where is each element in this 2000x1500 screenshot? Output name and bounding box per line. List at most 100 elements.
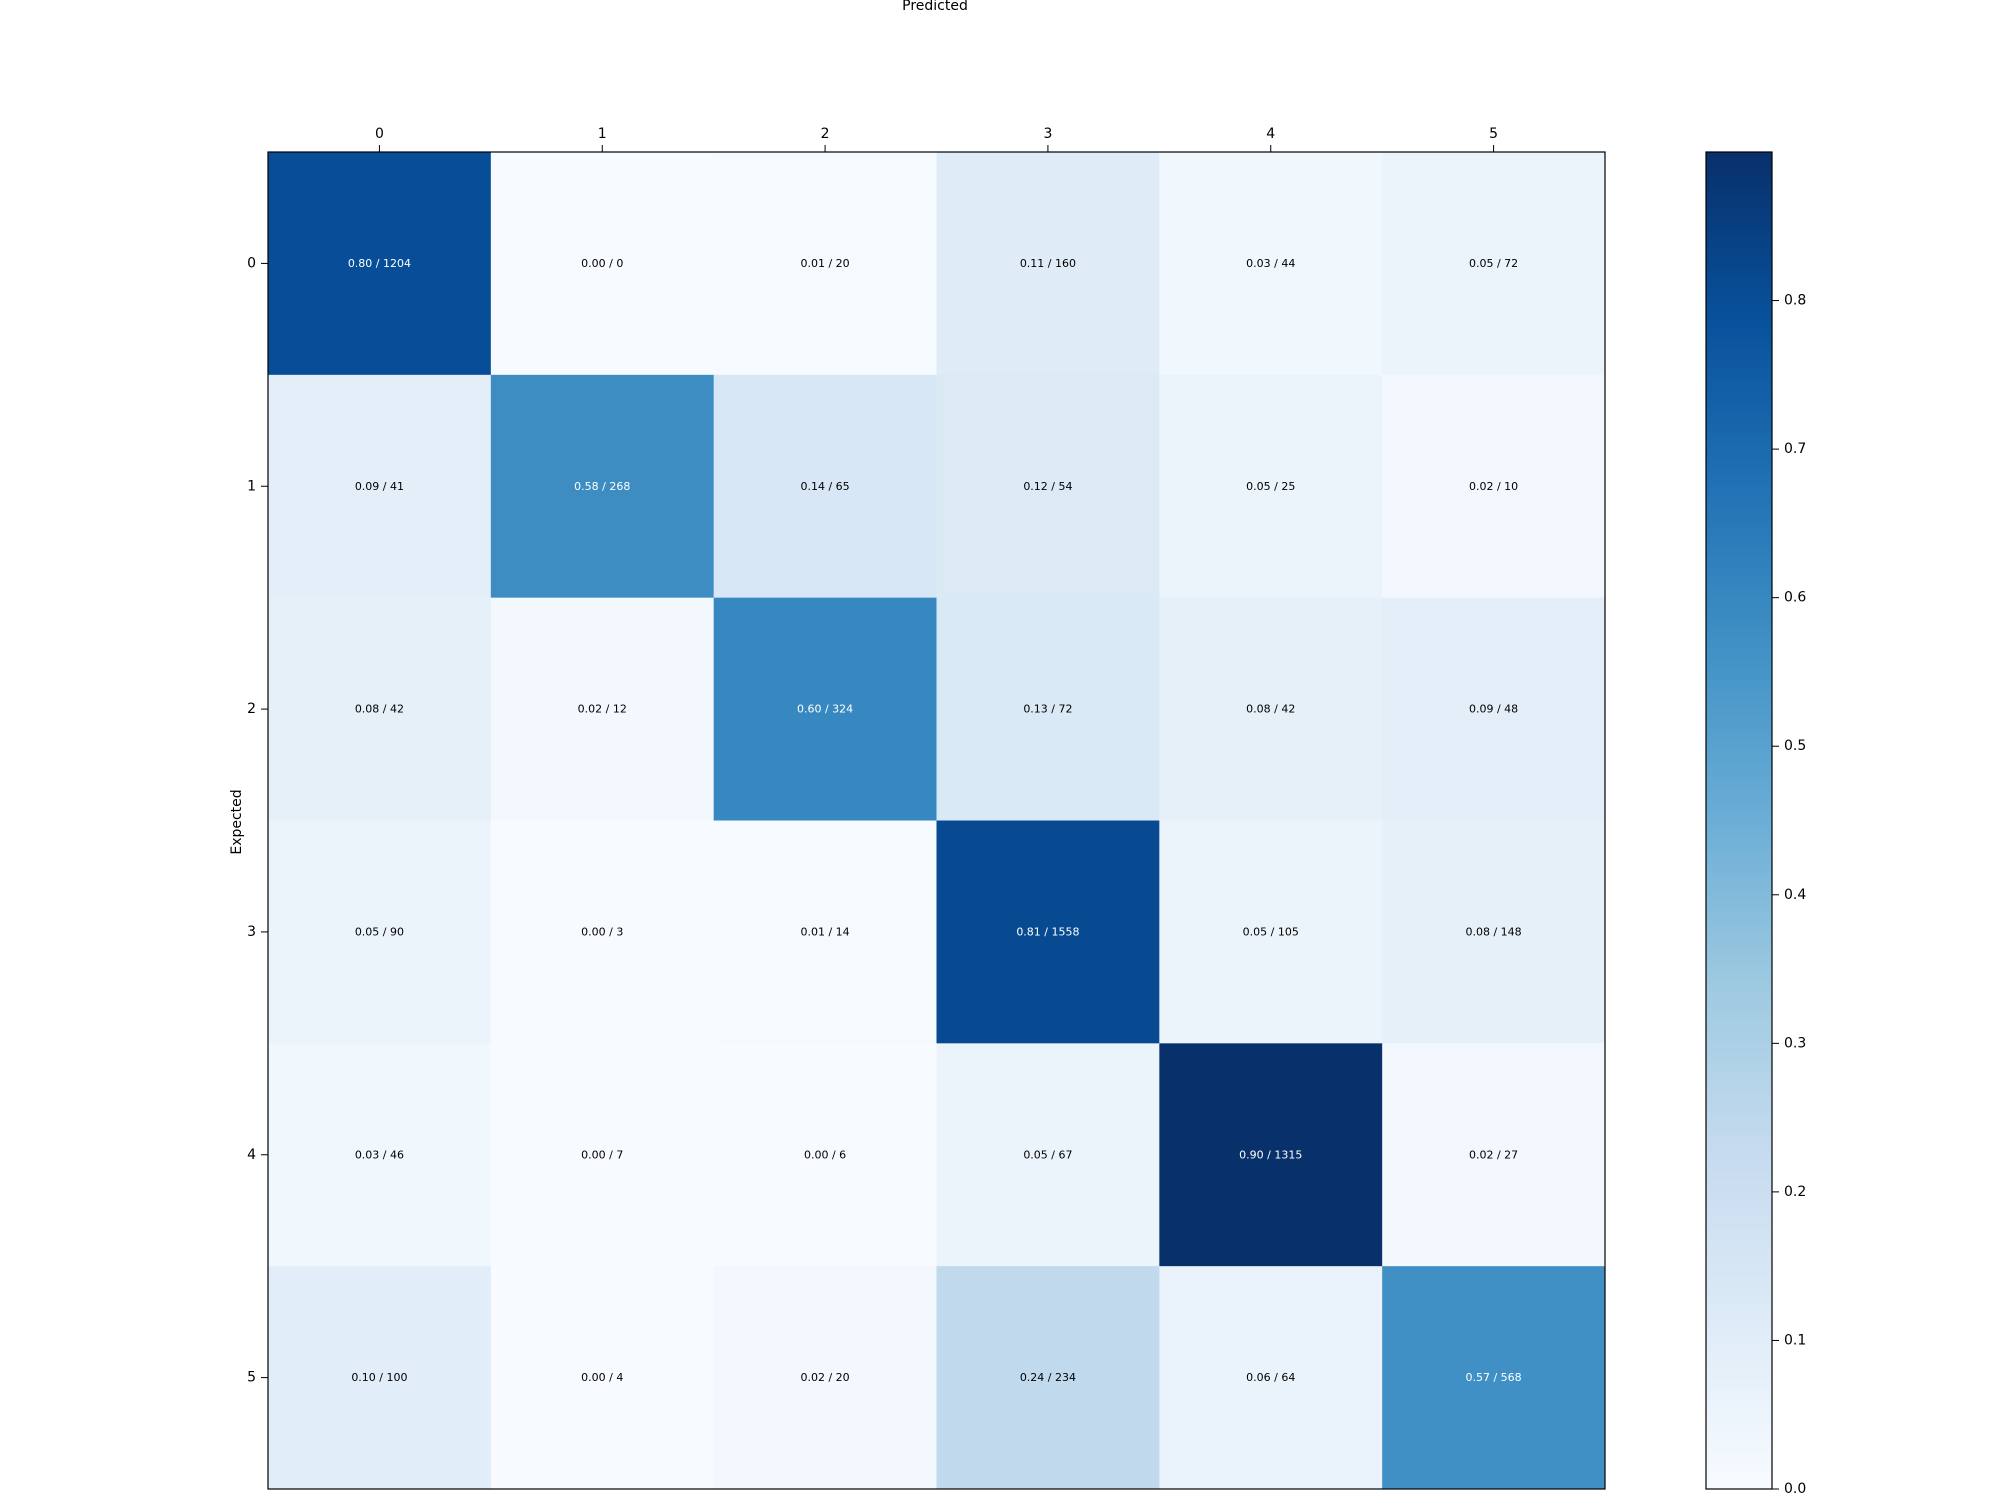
heatmap-cell: [1382, 597, 1606, 821]
cell-value-label: 0.60 / 324: [797, 703, 853, 716]
cell-value-label: 0.58 / 268: [574, 480, 630, 493]
heatmap-cell: [713, 1266, 937, 1490]
cell-value-label: 0.00 / 4: [581, 1371, 623, 1384]
heatmap-cell: [936, 1043, 1160, 1267]
cell-value-label: 0.11 / 160: [1020, 257, 1076, 270]
cell-value-label: 0.08 / 42: [355, 703, 404, 716]
heatmap-cell: [1382, 374, 1606, 599]
heatmap-cells: 0.80 / 1204 0.00 / 0 0.01 / 20 0.11 / 160 0.…: [268, 152, 1606, 1490]
cell-value-label: 0.03 / 44: [1246, 257, 1295, 270]
x-tick-label: 2: [821, 126, 830, 142]
cell-value-label: 0.09 / 48: [1469, 703, 1518, 716]
cell-value-label: 0.06 / 64: [1246, 1371, 1295, 1384]
heatmap-cell: [268, 152, 492, 376]
y-tick-label: 3: [247, 924, 256, 940]
cell-value-label: 0.57 / 568: [1465, 1371, 1521, 1384]
heatmap-cell: [713, 374, 937, 599]
cell-value-label: 0.14 / 65: [800, 480, 849, 493]
y-tick-label: 5: [247, 1370, 256, 1386]
heatmap-cell: [936, 1266, 1160, 1490]
heatmap-cell: [490, 820, 715, 1044]
heatmap-cell: [490, 1043, 715, 1267]
heatmap-cell: [268, 820, 492, 1044]
heatmap-cell: [1159, 374, 1383, 599]
cell-value-label: 0.10 / 100: [351, 1371, 407, 1384]
cell-value-label: 0.13 / 72: [1023, 703, 1072, 716]
cell-value-label: 0.00 / 7: [581, 1148, 623, 1161]
cell-value-label: 0.90 / 1315: [1239, 1148, 1302, 1161]
cell-value-label: 0.00 / 0: [581, 257, 623, 270]
y-tick-label: 1: [247, 478, 256, 494]
heatmap-cell: [1382, 1043, 1606, 1267]
heatmap-cell: [1159, 1266, 1383, 1490]
cell-value-label: 0.02 / 10: [1469, 480, 1518, 493]
colorbar-tick-label: 0.8: [1784, 293, 1806, 309]
colorbar-tick-label: 0.7: [1784, 441, 1806, 457]
colorbar-tick-label: 0.5: [1784, 738, 1806, 754]
cell-value-label: 0.05 / 90: [355, 925, 404, 938]
x-tick-label: 1: [598, 126, 607, 142]
cell-value-label: 0.09 / 41: [355, 480, 404, 493]
heatmap-cell: [936, 152, 1160, 376]
cell-value-label: 0.81 / 1558: [1016, 925, 1079, 938]
heatmap-cell: [1159, 820, 1383, 1044]
heatmap-cell: [713, 820, 937, 1044]
heatmap-cell: [1382, 820, 1606, 1044]
heatmap-cell: [490, 597, 715, 821]
x-tick-label: 3: [1043, 126, 1052, 142]
cell-value-label: 0.05 / 72: [1469, 257, 1518, 270]
heatmap-cell: [1382, 152, 1606, 376]
cell-value-label: 0.02 / 20: [800, 1371, 849, 1384]
y-ticks: 0 1 2 3 4 5: [247, 255, 268, 1386]
x-tick-label: 4: [1266, 126, 1275, 142]
cell-value-label: 0.03 / 46: [355, 1148, 404, 1161]
heatmap-cell: [936, 597, 1160, 821]
cell-value-label: 0.12 / 54: [1023, 480, 1072, 493]
cell-value-label: 0.05 / 67: [1023, 1148, 1072, 1161]
heatmap-cell: [1159, 152, 1383, 376]
x-axis-title: Predicted: [902, 0, 968, 14]
y-axis-title: Expected: [229, 789, 245, 854]
heatmap-cell: [713, 152, 937, 376]
cell-value-label: 0.05 / 105: [1243, 925, 1299, 938]
cell-value-label: 0.01 / 14: [800, 925, 849, 938]
cell-value-label: 0.80 / 1204: [348, 257, 411, 270]
heatmap-cell: [268, 1043, 492, 1267]
y-tick-label: 0: [247, 255, 256, 271]
heatmap-cell: [490, 1266, 715, 1490]
colorbar-tick-label: 0.6: [1784, 590, 1806, 606]
y-tick-label: 4: [247, 1147, 256, 1163]
cell-value-label: 0.00 / 3: [581, 925, 623, 938]
colorbar-tick-label: 0.3: [1784, 1035, 1806, 1051]
heatmap-cell: [268, 374, 492, 599]
colorbar-tick-label: 0.2: [1784, 1184, 1806, 1200]
heatmap-cell: [1159, 1043, 1383, 1267]
heatmap-cell: [268, 1266, 492, 1490]
heatmap-cell: [490, 152, 715, 376]
colorbar-tick-label: 0.4: [1784, 887, 1806, 903]
cell-value-label: 0.05 / 25: [1246, 480, 1295, 493]
cell-value-label: 0.02 / 27: [1469, 1148, 1518, 1161]
y-tick-label: 2: [247, 701, 256, 717]
x-ticks: 0 1 2 3 4 5: [375, 126, 1498, 152]
colorbar-tick-label: 0.0: [1784, 1481, 1806, 1497]
cell-value-label: 0.02 / 12: [578, 703, 627, 716]
x-tick-label: 0: [375, 126, 384, 142]
heatmap-cell: [490, 374, 715, 599]
heatmap-cell: [936, 374, 1160, 599]
heatmap-cell: [936, 820, 1160, 1044]
colorbar: [1705, 151, 1773, 1490]
cell-value-label: 0.08 / 42: [1246, 703, 1295, 716]
heatmap-cell: [713, 1043, 937, 1267]
x-tick-label: 5: [1489, 126, 1498, 142]
colorbar-ticks: 0.0 0.1 0.2 0.3 0.4 0.5 0.6 0.7 0.8: [1772, 293, 1806, 1497]
cell-value-label: 0.00 / 6: [804, 1148, 846, 1161]
colorbar-tick-label: 0.1: [1784, 1332, 1806, 1348]
cell-value-label: 0.08 / 148: [1465, 925, 1521, 938]
heatmap-cell: [1382, 1266, 1606, 1490]
heatmap-cell: [268, 597, 492, 821]
cell-value-label: 0.01 / 20: [800, 257, 849, 270]
plot-frame: [267, 151, 1606, 1490]
cell-value-label: 0.24 / 234: [1020, 1371, 1076, 1384]
